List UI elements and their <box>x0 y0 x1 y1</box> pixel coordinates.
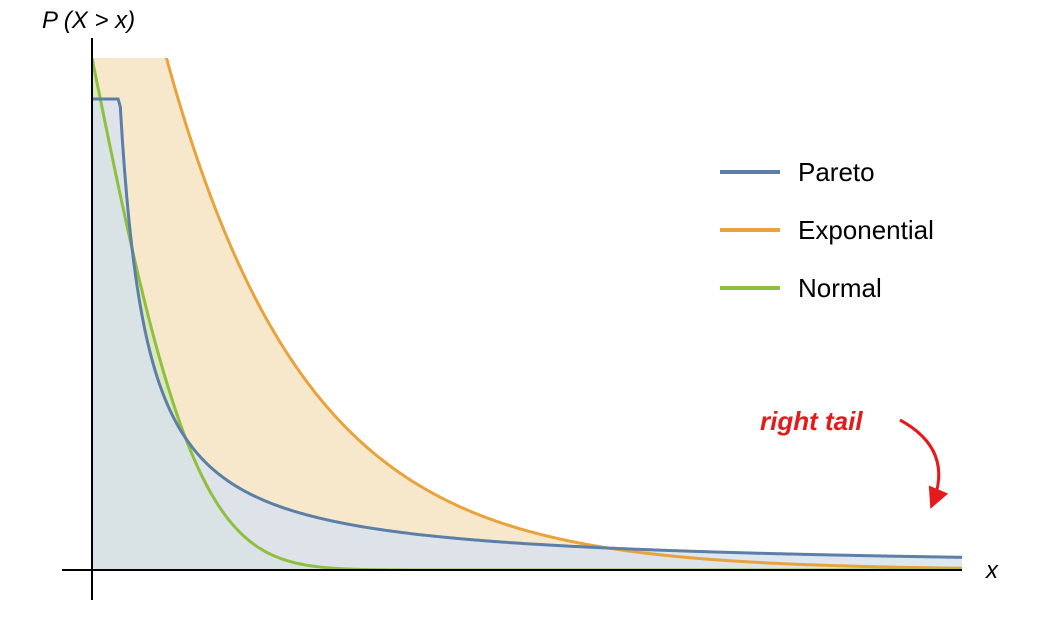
legend-label: Pareto <box>798 157 875 187</box>
survival-function-chart: P (X > x) x Pareto Exponential Normal right t… <box>0 0 1050 638</box>
x-axis-label: x <box>985 557 999 584</box>
legend-label: Exponential <box>798 215 934 245</box>
legend-label: Normal <box>798 273 882 303</box>
y-axis-label: P (X > x) <box>42 7 135 34</box>
annotation-text: right tail <box>760 406 863 436</box>
